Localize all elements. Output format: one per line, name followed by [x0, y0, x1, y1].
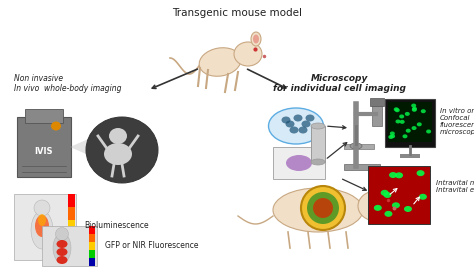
Ellipse shape [405, 112, 410, 116]
FancyBboxPatch shape [368, 166, 430, 224]
Text: In vitro or ex vivo
Confocal
fluorescence
microscopy: In vitro or ex vivo Confocal fluorescenc… [440, 108, 474, 135]
FancyBboxPatch shape [25, 109, 63, 123]
Ellipse shape [404, 206, 412, 212]
Ellipse shape [402, 134, 408, 138]
Text: Non invasive
In vivo  whole-body imaging: Non invasive In vivo whole-body imaging [14, 74, 121, 93]
Ellipse shape [53, 233, 71, 263]
Text: Bioluminescence: Bioluminescence [84, 221, 149, 230]
FancyBboxPatch shape [42, 226, 97, 266]
FancyBboxPatch shape [89, 250, 95, 258]
FancyBboxPatch shape [89, 226, 95, 234]
FancyBboxPatch shape [400, 154, 420, 158]
Ellipse shape [412, 107, 417, 111]
Ellipse shape [282, 116, 291, 123]
Ellipse shape [285, 120, 294, 128]
Ellipse shape [384, 211, 392, 217]
FancyBboxPatch shape [311, 126, 325, 162]
Ellipse shape [34, 200, 50, 216]
Ellipse shape [311, 123, 325, 129]
FancyBboxPatch shape [385, 99, 435, 147]
Ellipse shape [400, 120, 405, 124]
Ellipse shape [51, 122, 61, 131]
FancyBboxPatch shape [344, 164, 380, 170]
Ellipse shape [350, 143, 362, 149]
Ellipse shape [286, 155, 312, 171]
Ellipse shape [417, 122, 422, 126]
Ellipse shape [301, 120, 310, 128]
FancyBboxPatch shape [344, 144, 374, 149]
FancyBboxPatch shape [372, 104, 382, 126]
Ellipse shape [383, 192, 392, 198]
Text: Microscopy
for individual cell imaging: Microscopy for individual cell imaging [273, 74, 407, 93]
FancyBboxPatch shape [68, 220, 75, 234]
FancyBboxPatch shape [68, 247, 75, 260]
FancyBboxPatch shape [89, 258, 95, 266]
Text: Intravital microscopy and
Intravital endoscopy: Intravital microscopy and Intravital end… [436, 180, 474, 193]
Ellipse shape [390, 131, 395, 135]
Circle shape [307, 192, 339, 224]
FancyBboxPatch shape [68, 194, 75, 207]
Ellipse shape [419, 194, 427, 200]
Ellipse shape [388, 135, 393, 139]
Ellipse shape [104, 143, 132, 165]
Text: IVIS: IVIS [35, 147, 53, 156]
FancyBboxPatch shape [68, 207, 75, 220]
FancyBboxPatch shape [370, 98, 384, 106]
Ellipse shape [395, 172, 403, 178]
Ellipse shape [55, 227, 69, 240]
Ellipse shape [380, 182, 392, 198]
Text: GFP or NIR Fluorescence: GFP or NIR Fluorescence [105, 242, 199, 251]
Ellipse shape [35, 215, 49, 237]
Ellipse shape [426, 129, 431, 134]
Ellipse shape [389, 172, 397, 178]
Ellipse shape [374, 205, 382, 211]
FancyBboxPatch shape [89, 242, 95, 250]
Ellipse shape [390, 134, 395, 138]
Ellipse shape [234, 42, 262, 66]
Ellipse shape [306, 115, 315, 122]
Ellipse shape [293, 115, 302, 122]
Ellipse shape [383, 185, 390, 195]
Ellipse shape [395, 108, 400, 112]
Circle shape [301, 186, 345, 230]
Circle shape [313, 198, 333, 218]
Ellipse shape [411, 126, 417, 130]
Ellipse shape [38, 214, 46, 226]
FancyBboxPatch shape [273, 147, 325, 179]
FancyBboxPatch shape [17, 117, 71, 177]
FancyBboxPatch shape [89, 234, 95, 242]
Ellipse shape [109, 128, 127, 144]
Ellipse shape [411, 104, 416, 108]
Ellipse shape [412, 108, 417, 112]
Ellipse shape [395, 119, 401, 123]
FancyBboxPatch shape [14, 194, 76, 260]
Text: Transgenic mouse model: Transgenic mouse model [172, 8, 302, 18]
Ellipse shape [299, 126, 308, 134]
Ellipse shape [251, 32, 261, 46]
Ellipse shape [399, 115, 404, 119]
Ellipse shape [311, 159, 325, 165]
Ellipse shape [421, 109, 426, 113]
Ellipse shape [290, 126, 299, 134]
Ellipse shape [273, 188, 363, 232]
FancyBboxPatch shape [388, 102, 432, 142]
FancyBboxPatch shape [68, 234, 75, 247]
Ellipse shape [253, 35, 259, 44]
Ellipse shape [392, 202, 400, 208]
Ellipse shape [417, 170, 425, 176]
Ellipse shape [56, 248, 67, 256]
Ellipse shape [358, 191, 394, 221]
Ellipse shape [381, 190, 389, 196]
Ellipse shape [86, 117, 158, 183]
Ellipse shape [268, 108, 323, 144]
Ellipse shape [406, 129, 411, 133]
Ellipse shape [394, 107, 399, 111]
Ellipse shape [199, 48, 241, 76]
Polygon shape [70, 126, 118, 168]
Ellipse shape [56, 240, 67, 248]
Ellipse shape [31, 211, 53, 249]
Ellipse shape [56, 256, 67, 264]
